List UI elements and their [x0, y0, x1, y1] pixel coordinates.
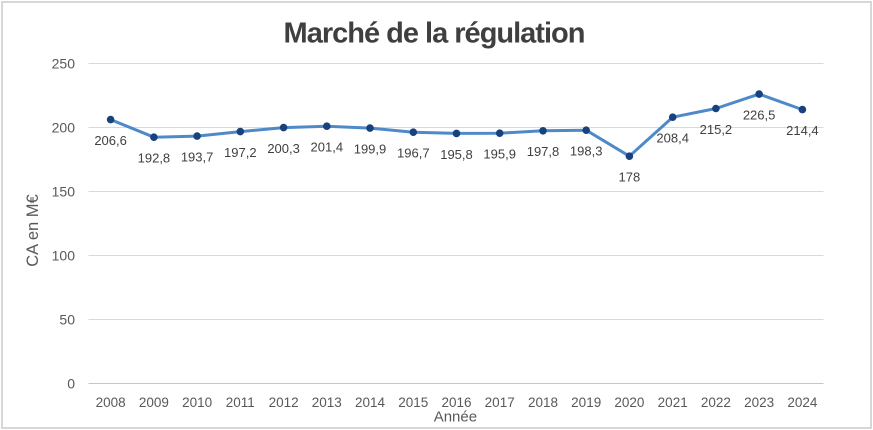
svg-text:206,6: 206,6: [94, 133, 127, 148]
svg-text:2009: 2009: [139, 395, 169, 410]
svg-text:197,8: 197,8: [527, 144, 560, 159]
svg-text:195,9: 195,9: [483, 147, 516, 162]
svg-text:2010: 2010: [182, 395, 212, 410]
svg-text:200,3: 200,3: [267, 141, 300, 156]
svg-text:CA en M€: CA en M€: [24, 194, 42, 266]
svg-text:250: 250: [52, 56, 76, 72]
svg-text:215,2: 215,2: [700, 122, 733, 137]
svg-text:199,9: 199,9: [354, 142, 387, 157]
svg-text:2008: 2008: [96, 395, 126, 410]
svg-text:2011: 2011: [226, 395, 255, 410]
svg-text:2016: 2016: [441, 395, 471, 410]
svg-text:2021: 2021: [658, 395, 688, 410]
svg-text:197,2: 197,2: [224, 145, 257, 160]
svg-text:193,7: 193,7: [181, 150, 214, 165]
svg-text:2019: 2019: [571, 395, 601, 410]
svg-text:50: 50: [59, 312, 75, 328]
svg-text:2018: 2018: [528, 395, 558, 410]
svg-text:2013: 2013: [312, 395, 342, 410]
svg-text:226,5: 226,5: [743, 108, 776, 123]
svg-text:2020: 2020: [614, 395, 644, 410]
svg-text:200: 200: [52, 120, 76, 136]
svg-text:2012: 2012: [269, 395, 299, 410]
svg-text:214,4: 214,4: [786, 123, 819, 138]
svg-text:192,8: 192,8: [138, 151, 171, 166]
svg-text:2024: 2024: [787, 395, 818, 410]
svg-text:198,3: 198,3: [570, 144, 603, 159]
svg-text:195,8: 195,8: [440, 147, 473, 162]
svg-text:196,7: 196,7: [397, 146, 430, 161]
svg-text:201,4: 201,4: [311, 140, 344, 155]
svg-text:178: 178: [619, 170, 641, 185]
svg-text:150: 150: [52, 184, 76, 200]
svg-text:2017: 2017: [485, 395, 515, 410]
svg-text:2014: 2014: [355, 395, 386, 410]
svg-text:2023: 2023: [744, 395, 774, 410]
svg-text:2022: 2022: [701, 395, 731, 410]
svg-text:Année: Année: [434, 408, 477, 425]
svg-text:0: 0: [67, 376, 75, 392]
svg-text:208,4: 208,4: [656, 131, 689, 146]
svg-text:2015: 2015: [398, 395, 428, 410]
svg-text:Marché de la régulation: Marché de la régulation: [284, 18, 585, 50]
svg-text:100: 100: [52, 248, 76, 264]
